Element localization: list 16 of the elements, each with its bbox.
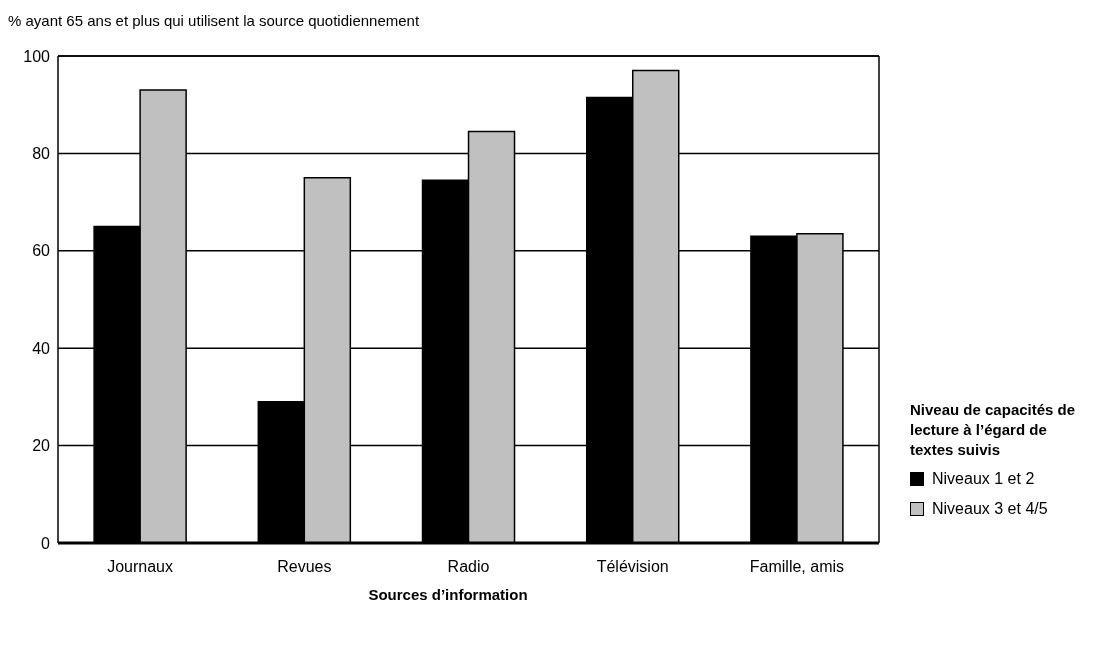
x-tick-label: Radio	[447, 558, 490, 576]
x-axis-title: Sources d’information	[367, 586, 529, 603]
y-tick-label: 20	[32, 437, 51, 455]
x-tick-label: Revues	[277, 558, 332, 576]
y-tick-label: 40	[32, 339, 51, 357]
y-tick-label: 100	[23, 47, 51, 65]
y-tick-label: 0	[41, 534, 51, 552]
legend-label: Niveaux 3 et 4/5	[932, 500, 1048, 518]
x-tick-label: Télévision	[596, 558, 669, 576]
y-tick-label: 80	[32, 145, 51, 163]
x-tick-label: Journaux	[107, 558, 174, 576]
y-tick-label: 60	[32, 242, 51, 260]
x-tick-label: Famille, amis	[749, 558, 845, 576]
legend-label: Niveaux 1 et 2	[932, 470, 1035, 488]
legend-title: Niveau de capacités de lecture à l’égard de textes suivis	[910, 400, 1077, 460]
y-axis-title: % ayant 65 ans et plus qui utilisent la source quotidiennement	[8, 12, 420, 29]
